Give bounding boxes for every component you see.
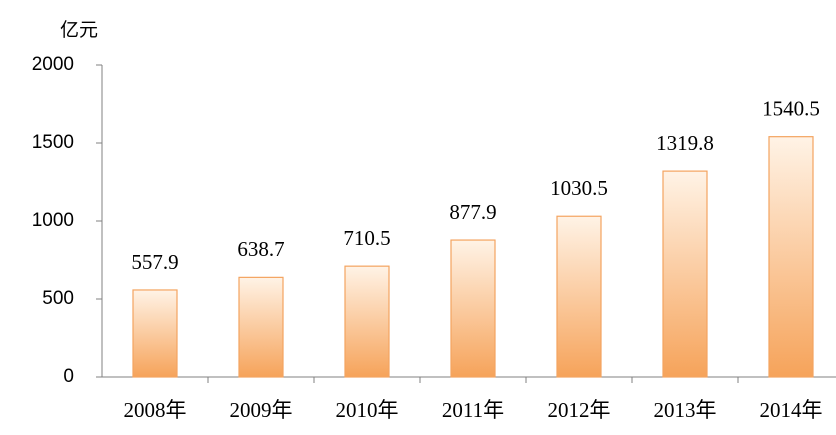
data-label: 557.9 xyxy=(131,250,178,274)
y-axis-label: 亿元 xyxy=(60,19,98,41)
x-tick-label: 2011年 xyxy=(442,398,504,422)
data-label: 1319.8 xyxy=(656,131,714,155)
y-tick-label: 2000 xyxy=(32,54,74,75)
y-tick-label: 0 xyxy=(63,366,74,387)
x-tick-label: 2009年 xyxy=(230,398,293,422)
bar xyxy=(662,170,708,378)
x-tick-label: 2008年 xyxy=(124,398,187,422)
x-tick-label: 2012年 xyxy=(548,398,611,422)
y-tick-label: 1000 xyxy=(32,210,74,231)
data-label: 1030.5 xyxy=(550,176,608,200)
bar xyxy=(556,215,602,378)
bar xyxy=(344,265,390,378)
bar xyxy=(768,136,814,378)
data-label: 877.9 xyxy=(449,200,496,224)
bar xyxy=(450,239,496,378)
x-tick-label: 2010年 xyxy=(336,398,399,422)
data-label: 710.5 xyxy=(343,226,390,250)
data-label: 1540.5 xyxy=(762,96,820,120)
x-tick-label: 2014年 xyxy=(760,398,823,422)
y-tick-label: 500 xyxy=(42,288,74,309)
y-tick-label: 1500 xyxy=(32,132,74,153)
bar xyxy=(132,289,178,378)
bar xyxy=(238,276,284,378)
x-tick-label: 2013年 xyxy=(654,398,717,422)
data-label: 638.7 xyxy=(237,237,284,261)
